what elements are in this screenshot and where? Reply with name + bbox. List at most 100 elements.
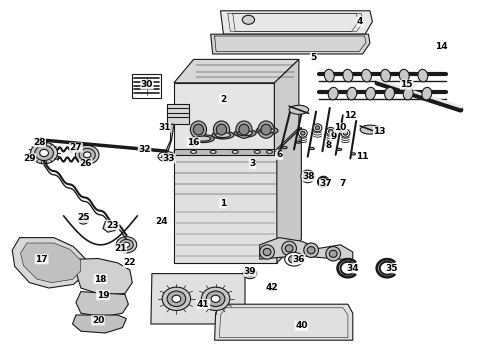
Ellipse shape — [260, 245, 274, 259]
Ellipse shape — [263, 248, 271, 256]
Ellipse shape — [381, 69, 391, 82]
Polygon shape — [277, 128, 301, 263]
Text: 15: 15 — [400, 80, 413, 89]
Ellipse shape — [258, 121, 274, 138]
Ellipse shape — [366, 87, 375, 100]
Text: 13: 13 — [373, 127, 386, 136]
Ellipse shape — [313, 124, 322, 132]
Ellipse shape — [193, 135, 215, 143]
Text: 7: 7 — [340, 179, 346, 188]
Ellipse shape — [343, 69, 353, 82]
Text: 31: 31 — [158, 123, 171, 132]
Text: 35: 35 — [386, 264, 398, 273]
Ellipse shape — [191, 141, 197, 147]
Ellipse shape — [326, 127, 335, 135]
Text: 8: 8 — [325, 141, 331, 150]
Bar — [174, 149, 274, 155]
Ellipse shape — [216, 132, 230, 138]
Text: 6: 6 — [276, 150, 282, 159]
Ellipse shape — [298, 129, 307, 137]
Ellipse shape — [270, 286, 274, 290]
Text: 25: 25 — [77, 213, 90, 222]
Ellipse shape — [422, 87, 432, 100]
Text: 40: 40 — [295, 321, 308, 330]
Polygon shape — [166, 124, 174, 151]
Ellipse shape — [239, 124, 249, 135]
Text: 12: 12 — [344, 111, 357, 120]
Ellipse shape — [310, 148, 315, 150]
Bar — [132, 74, 161, 98]
Ellipse shape — [234, 129, 256, 137]
Ellipse shape — [360, 125, 380, 134]
Ellipse shape — [210, 150, 216, 153]
Polygon shape — [174, 83, 274, 151]
Ellipse shape — [296, 141, 301, 143]
Ellipse shape — [289, 105, 309, 114]
Text: 39: 39 — [244, 267, 256, 276]
Ellipse shape — [347, 87, 357, 100]
Ellipse shape — [418, 69, 428, 82]
Ellipse shape — [324, 69, 334, 82]
Polygon shape — [274, 59, 299, 151]
Ellipse shape — [243, 15, 255, 24]
Text: 41: 41 — [197, 300, 210, 309]
Text: 3: 3 — [249, 159, 255, 168]
Ellipse shape — [254, 150, 260, 153]
Ellipse shape — [301, 170, 315, 183]
Text: 17: 17 — [35, 255, 48, 264]
Ellipse shape — [329, 250, 337, 257]
Ellipse shape — [158, 152, 175, 162]
Polygon shape — [167, 104, 189, 124]
Ellipse shape — [323, 143, 328, 145]
Ellipse shape — [162, 287, 191, 310]
Polygon shape — [220, 11, 372, 34]
Ellipse shape — [123, 242, 130, 247]
Polygon shape — [73, 315, 126, 333]
Ellipse shape — [120, 239, 133, 250]
Polygon shape — [174, 151, 277, 263]
Ellipse shape — [31, 142, 58, 164]
Ellipse shape — [304, 243, 318, 257]
Text: 5: 5 — [311, 53, 317, 62]
Text: 37: 37 — [319, 179, 332, 188]
Ellipse shape — [261, 124, 271, 135]
Ellipse shape — [35, 145, 53, 161]
Ellipse shape — [212, 131, 234, 139]
Text: 42: 42 — [266, 284, 278, 292]
Ellipse shape — [196, 136, 211, 141]
Text: 34: 34 — [346, 264, 359, 273]
Ellipse shape — [172, 295, 181, 302]
Text: 22: 22 — [123, 258, 136, 267]
Text: 4: 4 — [357, 17, 364, 26]
Ellipse shape — [300, 131, 305, 135]
Ellipse shape — [232, 150, 238, 153]
Polygon shape — [37, 138, 46, 144]
Polygon shape — [21, 243, 81, 283]
Polygon shape — [174, 128, 301, 151]
Text: 30: 30 — [141, 80, 153, 89]
Text: 19: 19 — [97, 291, 109, 300]
Ellipse shape — [40, 149, 49, 157]
Ellipse shape — [328, 130, 333, 134]
Ellipse shape — [116, 237, 137, 253]
Polygon shape — [211, 34, 370, 54]
Ellipse shape — [191, 150, 196, 153]
Text: 36: 36 — [293, 255, 305, 264]
Ellipse shape — [246, 271, 254, 276]
Ellipse shape — [282, 241, 296, 256]
Text: 21: 21 — [114, 244, 126, 253]
Text: 27: 27 — [70, 143, 82, 152]
Ellipse shape — [351, 153, 356, 155]
Text: 38: 38 — [302, 172, 315, 181]
Text: 18: 18 — [94, 274, 107, 284]
Ellipse shape — [79, 148, 96, 161]
Ellipse shape — [256, 127, 278, 135]
Text: 24: 24 — [155, 217, 168, 226]
Ellipse shape — [84, 152, 91, 158]
Ellipse shape — [260, 128, 274, 133]
Ellipse shape — [217, 124, 227, 135]
Text: 9: 9 — [330, 132, 337, 141]
Ellipse shape — [343, 131, 347, 135]
Ellipse shape — [194, 124, 204, 135]
Ellipse shape — [385, 87, 394, 100]
